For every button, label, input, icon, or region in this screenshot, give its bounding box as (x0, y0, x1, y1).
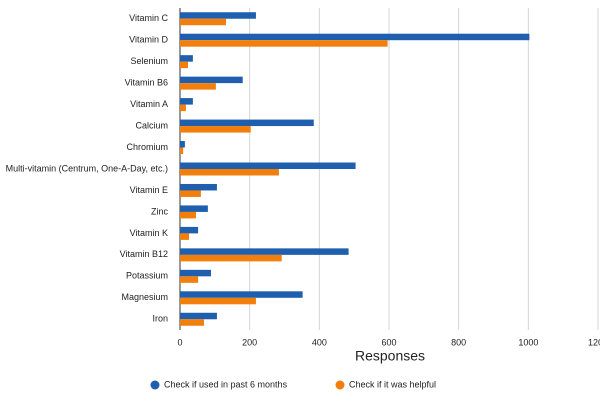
bar (180, 233, 190, 240)
bar (180, 297, 256, 305)
x-tick-label: 1200 (588, 337, 600, 347)
bar (180, 248, 349, 255)
bar (180, 33, 530, 41)
bar (180, 211, 197, 219)
bar (180, 83, 216, 90)
bar (180, 61, 189, 69)
y-tick-label: Potassium (126, 271, 168, 281)
y-tick-label: Calcium (135, 120, 168, 130)
legend-label: Check if it was helpful (349, 379, 436, 389)
legend-label: Check if used in past 6 months (164, 379, 288, 389)
y-tick-label: Vitamin K (130, 228, 168, 238)
x-tick-label: 400 (312, 337, 327, 347)
bar (180, 18, 226, 26)
bar (180, 12, 256, 19)
bar (180, 98, 193, 105)
bar (180, 183, 217, 191)
bar (180, 119, 314, 127)
bar (180, 104, 186, 112)
bar (180, 162, 356, 169)
bar (180, 76, 243, 84)
bar (180, 55, 193, 62)
x-tick-label: 200 (242, 337, 257, 347)
bar (180, 291, 303, 298)
x-tick-label: 0 (177, 337, 182, 347)
bar (180, 269, 212, 277)
y-tick-label: Zinc (151, 206, 169, 216)
bar (180, 312, 217, 320)
y-tick-label: Vitamin C (129, 13, 168, 23)
bar (180, 141, 185, 148)
bar (180, 40, 388, 47)
x-tick-label: 800 (451, 337, 466, 347)
y-tick-label: Multi-vitamin (Centrum, One-A-Day, etc.) (6, 163, 168, 173)
y-tick-label: Vitamin E (130, 185, 168, 195)
bar (180, 147, 184, 155)
bar (180, 226, 199, 234)
x-tick-label: 600 (381, 337, 396, 347)
x-tick-label: 1000 (518, 337, 538, 347)
bar (180, 169, 279, 176)
legend-marker (150, 380, 160, 390)
bar (180, 254, 282, 262)
y-tick-label: Vitamin D (129, 35, 168, 45)
bar (180, 319, 205, 326)
x-axis-label: Responses (355, 348, 425, 364)
y-tick-label: Chromium (126, 142, 168, 152)
y-tick-label: Vitamin B12 (120, 249, 168, 259)
bar (180, 190, 201, 197)
bar (180, 205, 208, 212)
bar (180, 276, 199, 283)
y-tick-label: Iron (152, 314, 168, 324)
y-tick-label: Selenium (130, 56, 168, 66)
y-tick-label: Vitamin B6 (125, 78, 168, 88)
legend-marker (335, 380, 345, 390)
y-tick-label: Magnesium (121, 292, 168, 302)
y-tick-label: Vitamin A (130, 99, 168, 109)
bar (180, 126, 251, 133)
